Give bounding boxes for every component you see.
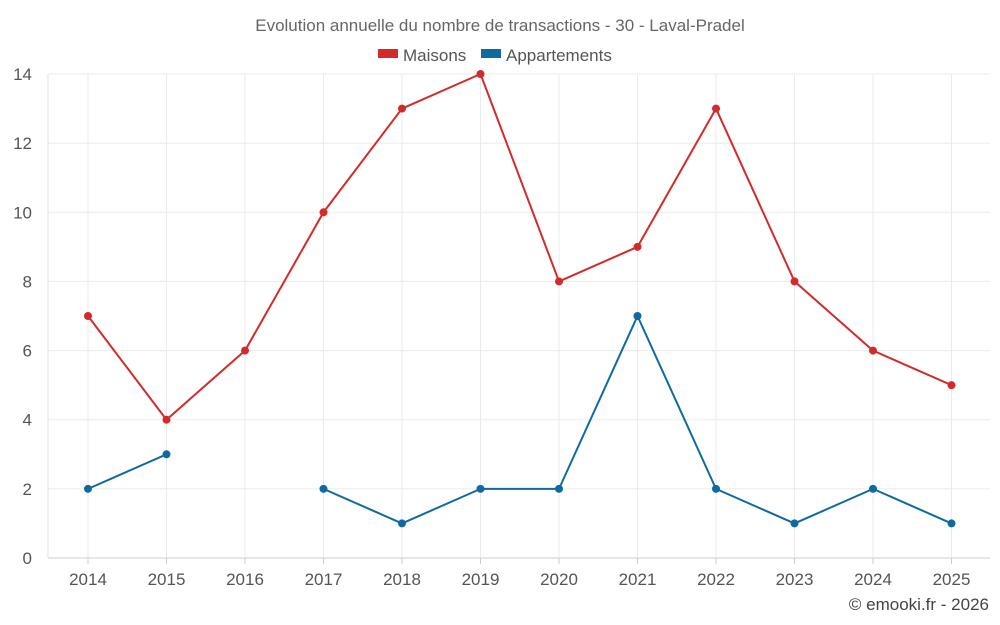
y-tick-label: 8 — [23, 272, 32, 291]
x-tick-label: 2019 — [462, 570, 500, 589]
data-point-maisons[interactable] — [555, 277, 563, 286]
data-point-maisons[interactable] — [869, 346, 877, 355]
data-point-maisons[interactable] — [398, 104, 406, 113]
x-tick-label: 2018 — [383, 570, 421, 589]
data-point-appartements[interactable] — [319, 484, 328, 493]
data-point-maisons[interactable] — [633, 242, 642, 251]
data-point-appartements[interactable] — [162, 450, 171, 459]
grid — [48, 73, 990, 558]
series-line-appartements — [87, 453, 167, 490]
data-point-appartements[interactable] — [476, 484, 485, 493]
data-point-maisons[interactable] — [790, 277, 799, 286]
legend-swatch-maisons — [378, 49, 398, 58]
data-point-appartements[interactable] — [633, 312, 642, 320]
y-tick-label: 14 — [13, 65, 32, 84]
data-point-maisons[interactable] — [712, 104, 720, 113]
x-tick-label: 2025 — [933, 570, 971, 589]
y-tick-label: 12 — [13, 134, 32, 153]
chart-title: Evolution annuelle du nombre de transact… — [255, 16, 745, 35]
data-point-appartements[interactable] — [790, 519, 799, 528]
x-tick-label: 2022 — [697, 570, 735, 589]
x-tick-label: 2017 — [305, 570, 343, 589]
data-point-maisons[interactable] — [241, 346, 249, 355]
data-point-appartements[interactable] — [869, 484, 877, 493]
x-tick-label: 2015 — [148, 570, 186, 589]
data-point-appartements[interactable] — [398, 519, 406, 528]
data-point-appartements[interactable] — [712, 484, 720, 493]
x-tick-label: 2024 — [854, 570, 892, 589]
y-tick-label: 10 — [13, 203, 32, 222]
x-tick-label: 2020 — [540, 570, 578, 589]
y-tick-label: 0 — [23, 549, 32, 568]
x-tick-label: 2016 — [226, 570, 264, 589]
data-point-maisons[interactable] — [162, 415, 171, 424]
legend: Maisons Appartements — [378, 46, 612, 65]
data-point-maisons[interactable] — [319, 208, 328, 217]
legend-label-appartements[interactable]: Appartements — [506, 46, 612, 65]
series-line-maisons — [87, 73, 952, 421]
y-tick-label: 4 — [23, 411, 32, 430]
legend-label-maisons[interactable]: Maisons — [403, 46, 466, 65]
legend-swatch-appartements — [481, 49, 501, 58]
data-point-appartements[interactable] — [555, 484, 563, 493]
data-point-maisons[interactable] — [84, 312, 92, 320]
x-tick-label: 2023 — [776, 570, 814, 589]
data-point-maisons[interactable] — [476, 70, 485, 78]
axes: 0 2 4 6 8 10 12 14 2014 2015 2016 2017 2018 2019 2020 2… — [13, 65, 990, 589]
y-tick-label: 2 — [23, 480, 32, 499]
x-tick-label: 2014 — [69, 570, 107, 589]
data-point-appartements[interactable] — [84, 484, 92, 493]
data-point-maisons[interactable] — [947, 381, 956, 390]
series — [84, 70, 956, 528]
y-tick-label: 6 — [23, 342, 32, 361]
credit-text: © emooki.fr - 2026 — [849, 595, 989, 614]
data-point-appartements[interactable] — [947, 519, 956, 528]
x-tick-label: 2021 — [619, 570, 657, 589]
